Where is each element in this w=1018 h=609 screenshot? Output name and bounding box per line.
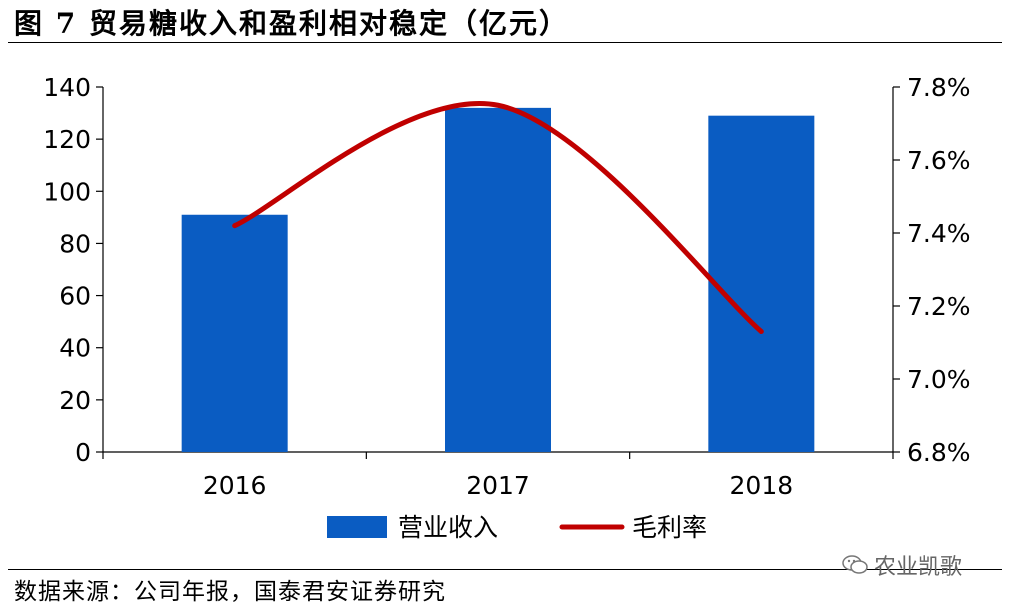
- legend-label-bar: 营业收入: [398, 513, 498, 542]
- chart: 0 20 40 60 80 100 120 140 6.8% 7.0% 7.2% 7.4% 7.6% 7.…: [43, 73, 970, 542]
- y-left-tick-label: 0: [75, 438, 91, 467]
- y-left-tick-label: 120: [43, 125, 91, 154]
- x-tick-label: 2018: [730, 471, 794, 500]
- y-right-tick-label: 6.8%: [907, 438, 971, 467]
- source-rule: [8, 569, 1002, 570]
- figure-title: 图 7 贸易糖收入和盈利相对稳定（亿元）: [14, 7, 569, 40]
- y-left-tick-label: 20: [59, 386, 91, 415]
- bar-series: [181, 107, 815, 452]
- y-left-tick-label: 100: [43, 177, 91, 206]
- y-left-tick-label: 40: [59, 334, 91, 363]
- legend-swatch-bar: [327, 516, 387, 538]
- wechat-icon: [842, 555, 868, 574]
- line-series: [232, 101, 764, 335]
- source-note: 数据来源：公司年报，国泰君安证券研究: [14, 579, 446, 605]
- watermark: 农业凯歌: [842, 549, 962, 581]
- axes: 0 20 40 60 80 100 120 140 6.8% 7.0% 7.2% 7.4% 7.6% 7.…: [43, 73, 970, 500]
- y-left-tick-label: 140: [43, 73, 91, 102]
- title-rule: [8, 42, 1002, 43]
- x-tick-label: 2016: [203, 471, 267, 500]
- line-gross-margin: [232, 101, 764, 335]
- x-tick-label: 2017: [466, 471, 530, 500]
- bar-2017: [445, 107, 551, 452]
- legend-label-line: 毛利率: [632, 513, 707, 542]
- watermark-text: 农业凯歌: [874, 555, 963, 580]
- legend: 营业收入 毛利率: [327, 513, 707, 542]
- y-right-tick-label: 7.0%: [907, 365, 971, 394]
- y-left-tick-label: 60: [59, 282, 91, 311]
- bar-2016: [181, 214, 288, 452]
- bar-2018: [708, 115, 815, 452]
- y-right-tick-label: 7.6%: [907, 146, 971, 175]
- y-right-tick-label: 7.4%: [907, 219, 971, 248]
- y-right-tick-label: 7.8%: [907, 73, 971, 102]
- y-right-tick-label: 7.2%: [907, 292, 971, 321]
- y-left-tick-label: 80: [59, 229, 91, 258]
